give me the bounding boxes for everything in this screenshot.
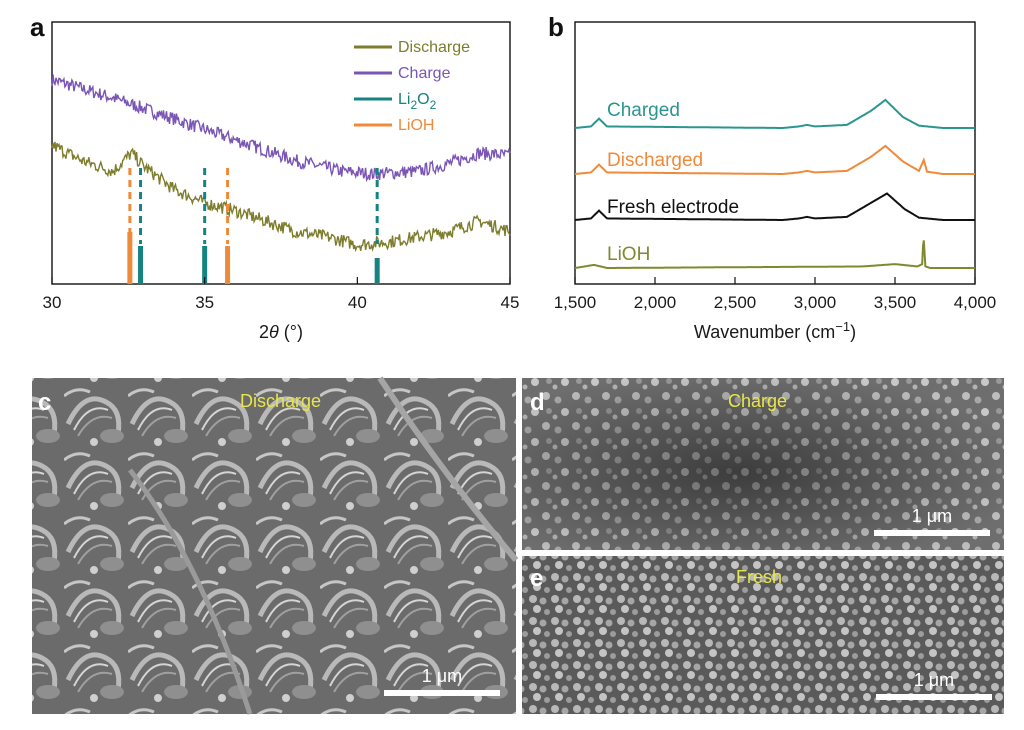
- panel-letter-a: a: [30, 12, 45, 42]
- xrd-legend: Discharge Charge Li2O2 LiOH: [354, 39, 470, 134]
- ftir-tick-label: 3,500: [874, 293, 917, 312]
- panel-letter-d: d: [530, 389, 545, 416]
- ftir-tick-label: 3,000: [794, 293, 837, 312]
- sem-image-charge: d Charge 1 μm: [522, 378, 1004, 550]
- xrd-tick-label: 30: [43, 293, 62, 312]
- scale-bar: [874, 530, 990, 536]
- reference-peak-bar-lioh: [127, 232, 133, 284]
- ftir-tick-label: 4,000: [954, 293, 997, 312]
- reference-peak-bar-li2o2: [202, 246, 208, 284]
- xrd-series-group: [51, 74, 511, 253]
- ftir-series-charged: [574, 98, 975, 129]
- panel-letter-c: c: [38, 389, 51, 416]
- scale-bar-label: 1 μm: [422, 666, 462, 686]
- ftir-series-fresh-electrode: [574, 192, 975, 221]
- legend-entry-li2o2: Li2O2: [398, 91, 437, 112]
- legend-entry-lioh: LiOH: [398, 117, 434, 134]
- panel-letter-b: b: [548, 12, 564, 42]
- ftir-x-axis: 1,500 2,000 2,500 3,000 3,500 4,000: [554, 277, 997, 312]
- xrd-x-axis: 30 35 40 45: [43, 277, 520, 312]
- sem-image-fresh: e Fresh 1 μm: [522, 556, 1004, 714]
- scale-bar-label: 1 μm: [914, 670, 954, 690]
- xrd-chart: 30 35 40 45 Discharge Charge Li2O2 LiOH 2θ (°): [43, 21, 520, 342]
- ftir-series-group: Charged Discharged Fresh electrode LiOH: [574, 98, 975, 269]
- sem-label-discharge: Discharge: [240, 391, 321, 411]
- sem-fiber: [377, 376, 519, 562]
- sem-fiber: [128, 468, 253, 715]
- scale-bar: [876, 694, 992, 700]
- ftir-series-label: LiOH: [607, 244, 650, 265]
- ftir-series-lioh: [574, 240, 975, 269]
- ftir-tick-label: 1,500: [554, 293, 597, 312]
- scale-bar-label: 1 μm: [912, 506, 952, 526]
- ftir-series-discharged: [574, 144, 975, 175]
- legend-entry-discharge: Discharge: [398, 39, 470, 56]
- ftir-series-label: Charged: [607, 100, 680, 121]
- ftir-x-axis-title: Wavenumber (cm−1): [694, 319, 856, 342]
- panel-letter-e: e: [530, 565, 543, 592]
- ftir-tick-label: 2,500: [714, 293, 757, 312]
- xrd-tick-label: 40: [348, 293, 367, 312]
- ftir-chart: Charged Discharged Fresh electrode LiOH 1,5…: [554, 21, 997, 342]
- reference-peak-bar-li2o2: [138, 246, 144, 284]
- ftir-tick-label: 2,000: [634, 293, 677, 312]
- xrd-reference-peaks: [127, 168, 380, 284]
- ftir-series-label: Discharged: [607, 150, 703, 171]
- xrd-tick-label: 45: [501, 293, 520, 312]
- reference-peak-bar-lioh: [225, 246, 231, 284]
- ftir-plot-frame: [574, 21, 976, 285]
- reference-peak-bar-li2o2: [374, 258, 380, 284]
- sem-label-charge: Charge: [728, 391, 787, 411]
- legend-entry-charge: Charge: [398, 65, 451, 82]
- xrd-series-charge: [51, 74, 511, 183]
- xrd-x-axis-title: 2θ (°): [259, 322, 303, 342]
- xrd-series-discharge: [51, 141, 511, 253]
- ftir-series-label: Fresh electrode: [607, 197, 739, 218]
- xrd-plot-frame: [51, 21, 511, 285]
- scale-bar: [384, 690, 500, 696]
- xrd-tick-label: 35: [195, 293, 214, 312]
- sem-label-fresh: Fresh: [736, 567, 782, 587]
- sem-image-discharge: c Discharge 1 μm: [32, 376, 519, 715]
